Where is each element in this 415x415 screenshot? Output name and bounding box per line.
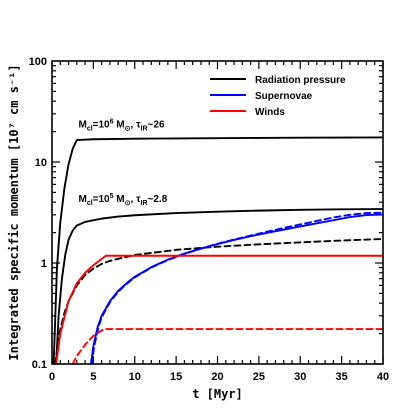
- annotation-part: M: [114, 119, 125, 130]
- annotation-part: , τ: [131, 194, 142, 205]
- annotation-part: IR: [141, 125, 148, 132]
- annotation-part: 5: [110, 193, 114, 200]
- x-tick-label: 30: [294, 371, 306, 383]
- annotation-part: ⊙: [125, 125, 131, 132]
- annotation-part: cl: [87, 125, 93, 132]
- x-axis-label: t [Myr]: [192, 387, 243, 401]
- x-tick-label: 15: [170, 371, 182, 383]
- x-tick-label: 35: [336, 371, 348, 383]
- y-tick-label: 10: [35, 157, 47, 169]
- series-line-winds-dashed: [71, 328, 383, 364]
- curve-annotation: Mcl=105 M⊙, τIR~2.8: [78, 193, 167, 207]
- y-tick-label: 0.1: [32, 359, 47, 371]
- annotation-part: ⊙: [125, 200, 131, 207]
- x-tick-label: 10: [129, 371, 141, 383]
- annotation-part: =10: [93, 119, 110, 130]
- series-line-supernovae-dashed: [90, 211, 383, 364]
- ticks-layer: 0 5 10 15 20 25 30 35 40 0.1 1 10 100: [29, 56, 389, 383]
- y-tick-label: 100: [29, 56, 47, 68]
- annotation-part: ~2.8: [148, 194, 168, 205]
- x-tick-label: 5: [90, 371, 96, 383]
- series-line-radiation-pressure-solid: [55, 208, 383, 364]
- legend-label: Winds: [255, 107, 285, 118]
- annotation-part: IR: [141, 200, 148, 207]
- legend: Radiation pressure Supernovae Winds: [210, 75, 346, 118]
- y-tick-label: 1: [41, 258, 47, 270]
- annotation-part: , τ: [131, 119, 142, 130]
- legend-label: Radiation pressure: [255, 75, 346, 86]
- legend-label: Supernovae: [255, 91, 313, 102]
- annotation-part: 6: [110, 118, 114, 125]
- annotation-part: M: [78, 119, 86, 130]
- annotation-part: cl: [87, 200, 93, 207]
- series-line-radiation-pressure-solid: [52, 136, 383, 364]
- series-line-radiation-pressure-dashed: [54, 238, 383, 364]
- x-tick-label: 25: [253, 371, 265, 383]
- plot-frame: [51, 60, 384, 365]
- x-tick-label: 0: [49, 371, 55, 383]
- annotation-part: =10: [93, 194, 110, 205]
- annotation-part: M: [114, 194, 125, 205]
- x-tick-label: 40: [377, 371, 389, 383]
- annotation-part: M: [78, 194, 86, 205]
- x-tick-label: 20: [211, 371, 223, 383]
- series-line-supernovae-solid: [89, 213, 383, 364]
- series-layer: [52, 136, 383, 364]
- series-line-winds-solid: [55, 254, 383, 364]
- annotation-part: ~26: [148, 119, 165, 130]
- y-axis-label: Integrated specific momentum [10⁷ cm s⁻¹…: [7, 64, 21, 360]
- curve-annotation: Mcl=106 M⊙, τIR~26: [78, 118, 164, 132]
